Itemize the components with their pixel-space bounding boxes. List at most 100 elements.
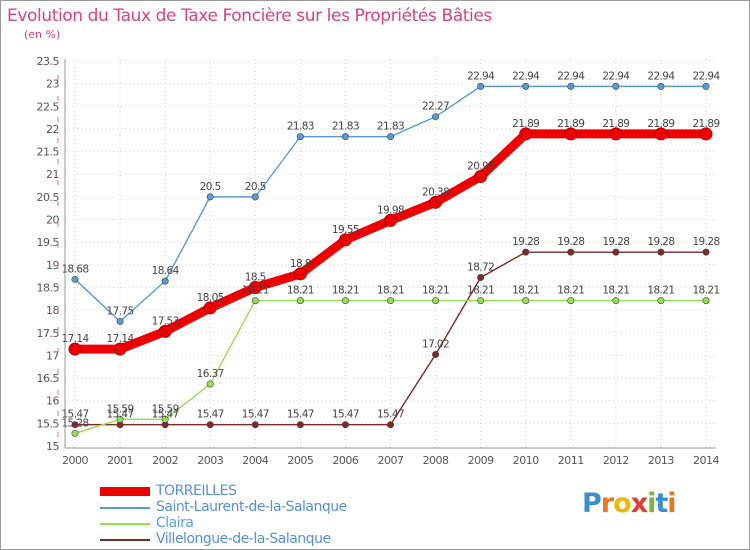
data-label: 17.14 (61, 333, 89, 345)
data-label: 22.94 (692, 70, 720, 82)
data-point (654, 127, 668, 141)
y-tick-label: 17.5 (37, 327, 60, 340)
data-point (612, 82, 620, 90)
y-tick-label: 16.5 (37, 372, 60, 385)
y-tick-label: 18.5 (37, 281, 60, 294)
data-label: 15.28 (61, 417, 88, 429)
data-point (432, 351, 440, 359)
data-point (477, 297, 485, 305)
data-point (293, 267, 307, 281)
data-point (522, 297, 530, 305)
data-point (71, 275, 79, 283)
data-label: 22.94 (647, 70, 675, 82)
y-tick-label: 18 (46, 304, 59, 317)
data-point (657, 297, 665, 305)
data-label: 15.59 (152, 403, 179, 415)
logo-letter: i (667, 488, 676, 519)
data-label: 17.75 (107, 305, 134, 317)
data-point (474, 170, 488, 183)
data-point (206, 380, 214, 388)
x-tick-label: 2006 (332, 454, 358, 467)
x-tick-label: 2009 (468, 454, 494, 467)
data-label: 15.47 (377, 409, 404, 421)
data-label: 15.47 (152, 409, 179, 421)
y-tick-label: 20 (46, 214, 59, 227)
data-label: 21.89 (647, 118, 674, 130)
data-label: 19.28 (557, 236, 584, 248)
legend-label: Claira (156, 515, 194, 531)
data-point (432, 297, 440, 305)
proxiti-logo: Proxiti (582, 488, 677, 519)
x-tick-label: 2012 (603, 454, 629, 467)
y-tick-label: 15.5 (37, 417, 60, 430)
data-label: 15.47 (107, 409, 134, 421)
data-point (702, 248, 710, 256)
data-point (341, 421, 349, 429)
x-tick-label: 2005 (287, 454, 313, 467)
data-point (68, 342, 82, 356)
y-tick-label: 20.5 (37, 191, 60, 204)
x-tick-label: 2004 (242, 454, 268, 467)
data-label: 18.64 (152, 265, 180, 277)
data-label: 20.5 (245, 181, 266, 193)
data-point (522, 248, 530, 256)
data-label: 19.98 (377, 204, 404, 216)
y-tick-label: 22 (46, 123, 59, 136)
legend-swatch (100, 507, 150, 509)
data-point (251, 421, 259, 429)
data-point (71, 421, 79, 429)
data-point (248, 280, 262, 294)
data-label: 15.47 (287, 409, 314, 421)
data-point (657, 248, 665, 256)
data-label: 20.5 (200, 181, 221, 193)
data-label: 18.05 (197, 292, 224, 304)
data-point (522, 82, 530, 90)
data-point (567, 82, 575, 90)
x-tick-label: 2000 (62, 454, 88, 467)
data-point (251, 297, 259, 305)
data-label: 20.38 (422, 186, 449, 198)
y-tick-label: 19.5 (37, 236, 60, 249)
data-label: 18.8 (290, 258, 311, 270)
data-label: 21.83 (332, 121, 359, 133)
data-label: 22.94 (602, 70, 630, 82)
logo-letter: o (613, 488, 632, 519)
data-point (116, 317, 124, 325)
data-label: 17.14 (107, 333, 135, 345)
data-point (386, 297, 394, 305)
legend-label: Villelongue-de-la-Salanque (156, 531, 331, 547)
data-point (296, 421, 304, 429)
data-point (429, 195, 443, 209)
logo-letter: x (630, 488, 648, 519)
y-unit-label: (en %) (24, 28, 61, 41)
data-label: 18.5 (245, 271, 266, 283)
data-point (206, 421, 214, 429)
data-point (296, 297, 304, 305)
x-tick-label: 2007 (378, 454, 404, 467)
data-label: 18.21 (512, 285, 539, 297)
legend-label: Saint-Laurent-de-la-Salanque (156, 499, 347, 515)
logo-letter: i (647, 488, 656, 519)
data-label: 18.21 (422, 285, 449, 297)
data-label: 15.47 (197, 409, 224, 421)
data-label: 21.83 (287, 121, 314, 133)
legend-label: TORREILLES (156, 483, 237, 499)
data-label: 20.95 (467, 161, 494, 173)
data-label: 15.47 (332, 409, 359, 421)
data-label: 21.89 (602, 118, 629, 130)
data-point (702, 297, 710, 305)
data-point (564, 127, 578, 141)
data-label: 21.83 (377, 121, 404, 133)
data-label: 22.94 (467, 70, 495, 82)
data-point (477, 274, 485, 282)
data-point (338, 233, 352, 247)
data-point (519, 127, 533, 141)
data-point (699, 127, 713, 141)
data-point (612, 248, 620, 256)
data-point (567, 248, 575, 256)
y-tick-label: 21.5 (37, 146, 60, 159)
data-label: 18.21 (377, 285, 404, 297)
y-tick-label: 21 (46, 168, 59, 181)
data-point (341, 133, 349, 141)
